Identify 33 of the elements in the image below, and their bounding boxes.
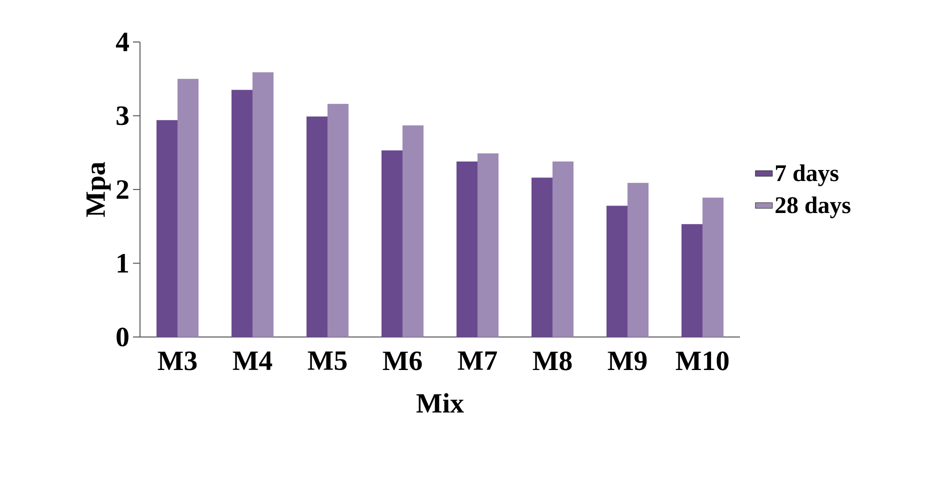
- bar: [532, 178, 553, 337]
- bar: [328, 104, 349, 337]
- bar: [552, 161, 574, 337]
- bar: [606, 206, 628, 337]
- x-tick-label: M8: [532, 352, 572, 370]
- x-axis-title: Mix: [416, 393, 464, 413]
- y-tick-label: 1: [118, 254, 128, 272]
- bar: [702, 198, 724, 337]
- legend-label: 28 days: [776, 196, 850, 218]
- y-tick-label: 0: [116, 328, 128, 346]
- bar: [306, 116, 328, 337]
- y-tick-label: 3: [116, 106, 129, 126]
- y-axis-title: Mpa: [86, 162, 111, 217]
- bar: [156, 120, 178, 337]
- bar: [382, 150, 403, 337]
- x-tick-label: M5: [308, 352, 347, 370]
- bar: [178, 78, 199, 337]
- y-tick-label: 2: [116, 180, 128, 199]
- bar: [456, 161, 478, 337]
- x-tick-label: M10: [676, 352, 729, 370]
- bar: [478, 153, 499, 337]
- x-tick-label: M6: [382, 352, 422, 370]
- bar: [402, 125, 424, 337]
- bar: [252, 72, 274, 337]
- bar: [628, 182, 649, 337]
- x-tick-label: M9: [608, 352, 647, 370]
- bar: [232, 90, 253, 337]
- x-tick-label: M4: [232, 352, 272, 370]
- x-tick-label: M7: [458, 352, 497, 370]
- bar: [682, 224, 703, 337]
- legend-label: 7 days: [776, 164, 838, 186]
- x-tick-label: M3: [158, 352, 197, 370]
- y-tick-label: 4: [116, 32, 129, 52]
